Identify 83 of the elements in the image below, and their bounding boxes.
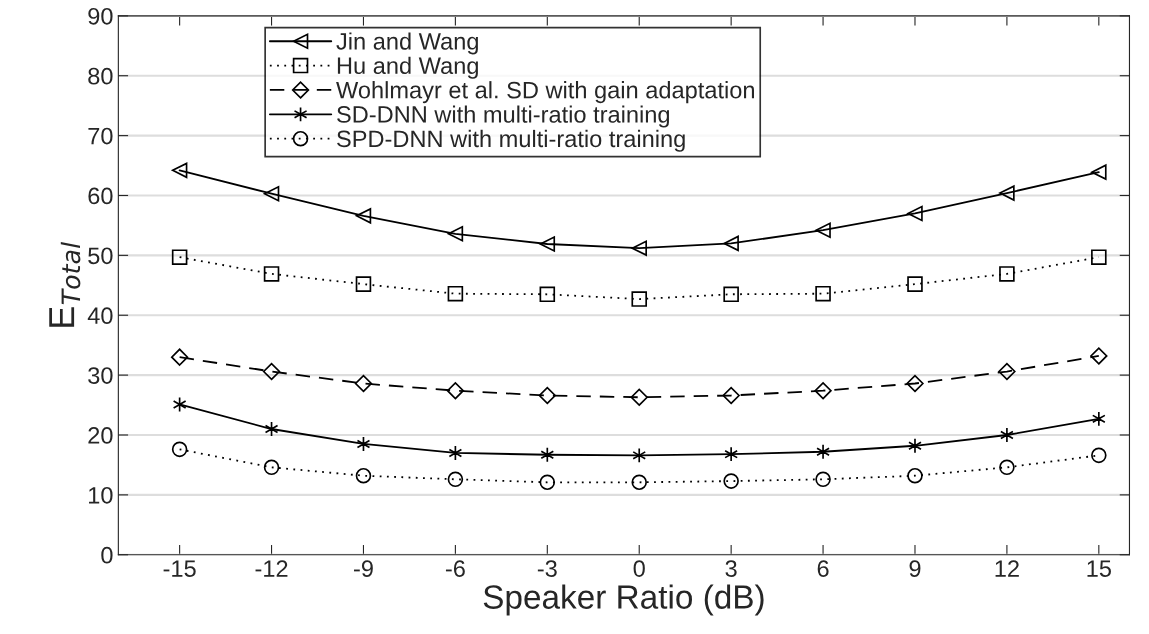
point xyxy=(815,222,831,238)
legend-label: Wohlmayr et al. SD with gain adaptation xyxy=(336,81,754,104)
point xyxy=(540,446,555,463)
x-tick-label: -9 xyxy=(354,560,373,577)
point xyxy=(630,388,648,406)
point xyxy=(263,185,280,202)
point xyxy=(723,235,739,252)
x-tick-label: 12 xyxy=(995,560,1019,577)
point xyxy=(631,240,648,256)
legend-label: Jin and Wang xyxy=(336,32,478,55)
point xyxy=(722,386,740,405)
point xyxy=(723,473,739,489)
point xyxy=(999,185,1015,201)
x-tick-label: 15 xyxy=(1087,560,1111,577)
point xyxy=(906,374,924,393)
point xyxy=(356,436,371,452)
x-tick-label: 6 xyxy=(817,560,829,577)
point xyxy=(907,467,923,484)
point xyxy=(447,226,464,242)
point xyxy=(999,459,1015,476)
point xyxy=(1091,249,1107,265)
y-tick-label: 10 xyxy=(89,486,113,504)
point xyxy=(447,285,464,302)
x-tick-label: -12 xyxy=(255,560,288,577)
point xyxy=(907,205,923,222)
point xyxy=(170,348,189,366)
x-tick-label: -15 xyxy=(163,560,196,577)
point xyxy=(908,437,922,454)
y-tick-label: 30 xyxy=(88,367,113,384)
point xyxy=(263,459,280,476)
point xyxy=(631,474,648,491)
point xyxy=(354,374,373,393)
legend-label: Hu and Wang xyxy=(337,56,478,79)
point xyxy=(1090,347,1108,365)
point xyxy=(171,249,188,265)
point xyxy=(447,471,464,488)
point xyxy=(448,445,463,461)
x-tick-label: 3 xyxy=(725,560,737,577)
x-tick-label: 9 xyxy=(909,560,921,577)
point xyxy=(815,285,831,302)
y-tick-label: 70 xyxy=(88,127,113,145)
point xyxy=(815,471,831,488)
point xyxy=(723,286,739,303)
x-tick-label: 0 xyxy=(633,560,645,577)
point xyxy=(1091,447,1107,464)
point xyxy=(264,421,279,437)
point xyxy=(355,276,372,292)
point xyxy=(539,286,556,303)
point xyxy=(539,236,556,252)
y-tick-label: 0 xyxy=(101,546,113,564)
point xyxy=(814,381,832,400)
x-axis-title: Speaker Ratio (dB) xyxy=(483,584,764,616)
point xyxy=(263,266,280,282)
point xyxy=(446,381,465,400)
y-tick-label: 20 xyxy=(88,427,113,444)
x-tick-label: -3 xyxy=(537,560,557,577)
point xyxy=(1091,411,1106,427)
legend-label: SPD-DNN with multi-ratio training xyxy=(337,129,685,152)
x-tick-label: -6 xyxy=(445,560,465,577)
point xyxy=(355,467,372,484)
point xyxy=(538,386,556,405)
point xyxy=(998,362,1016,381)
point xyxy=(539,474,556,491)
y-tick-label: 80 xyxy=(88,67,113,85)
point xyxy=(724,446,738,462)
point xyxy=(262,362,281,381)
point xyxy=(171,162,188,179)
y-tick-label: 90 xyxy=(88,7,113,25)
point xyxy=(172,396,187,413)
legend-label: SD-DNN with multi-ratio training xyxy=(337,105,670,128)
point xyxy=(632,447,647,464)
y-tick-label: 40 xyxy=(87,307,113,325)
point xyxy=(999,266,1015,282)
point xyxy=(355,208,372,224)
point xyxy=(1091,164,1107,180)
point xyxy=(1000,427,1014,443)
point xyxy=(171,441,188,458)
point xyxy=(631,291,648,307)
point xyxy=(907,276,923,292)
y-tick-label: 50 xyxy=(88,247,113,265)
y-tick-label: 60 xyxy=(88,187,113,205)
point xyxy=(816,443,830,460)
y-axis-title: E$_{Total}$ xyxy=(49,242,81,327)
